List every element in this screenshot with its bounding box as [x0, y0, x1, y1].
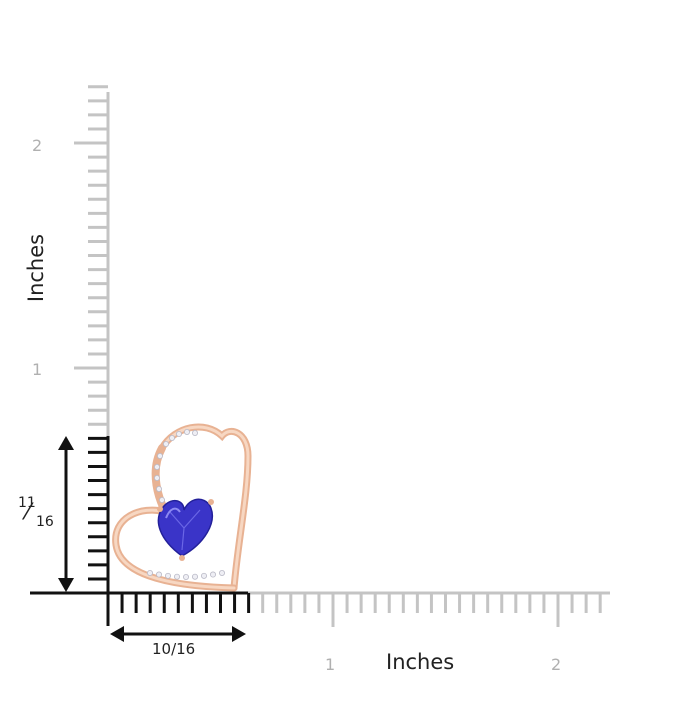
- pave-diamond: [182, 574, 189, 581]
- pave-diamond: [183, 428, 190, 435]
- pave-diamond: [153, 474, 160, 481]
- pave-diamond: [173, 573, 180, 580]
- pave-diamond: [218, 570, 225, 577]
- pave-diamond: [162, 440, 169, 447]
- heart-pendant-icon: [112, 423, 252, 592]
- pave-diamond: [175, 430, 182, 437]
- pave-diamond: [168, 434, 175, 441]
- x-axis-title: Inches: [386, 650, 455, 674]
- y-tick-label-2: 2: [32, 136, 43, 155]
- height-label-denominator: 16: [36, 514, 54, 530]
- pave-diamond: [209, 571, 216, 578]
- height-label-numerator: 11: [18, 495, 36, 511]
- x-ruler-black: [120, 593, 251, 613]
- y-axis-title: Inches: [24, 233, 48, 303]
- pave-diamond: [153, 463, 160, 470]
- x-tick-label-1: 1: [325, 655, 336, 674]
- height-arrow: [58, 436, 74, 592]
- y-ruler-gray: [74, 85, 108, 426]
- pave-diamond: [200, 572, 207, 579]
- x-ruler-gray: [261, 593, 602, 627]
- pave-diamond: [155, 485, 162, 492]
- pave-diamond: [155, 571, 162, 578]
- y-tick-label-1: 1: [32, 360, 43, 379]
- pave-diamond: [156, 452, 163, 459]
- pave-diamond: [191, 429, 198, 436]
- pave-diamond: [164, 572, 171, 579]
- x-tick-label-2: 2: [551, 655, 562, 674]
- pave-diamond: [158, 496, 165, 503]
- height-label-slash: ⁄: [26, 500, 30, 525]
- pave-diamond: [191, 573, 198, 580]
- y-ruler-black: [88, 436, 108, 581]
- pave-diamond: [146, 570, 153, 577]
- width-label: 10/16: [152, 640, 196, 658]
- width-arrow: [110, 626, 246, 642]
